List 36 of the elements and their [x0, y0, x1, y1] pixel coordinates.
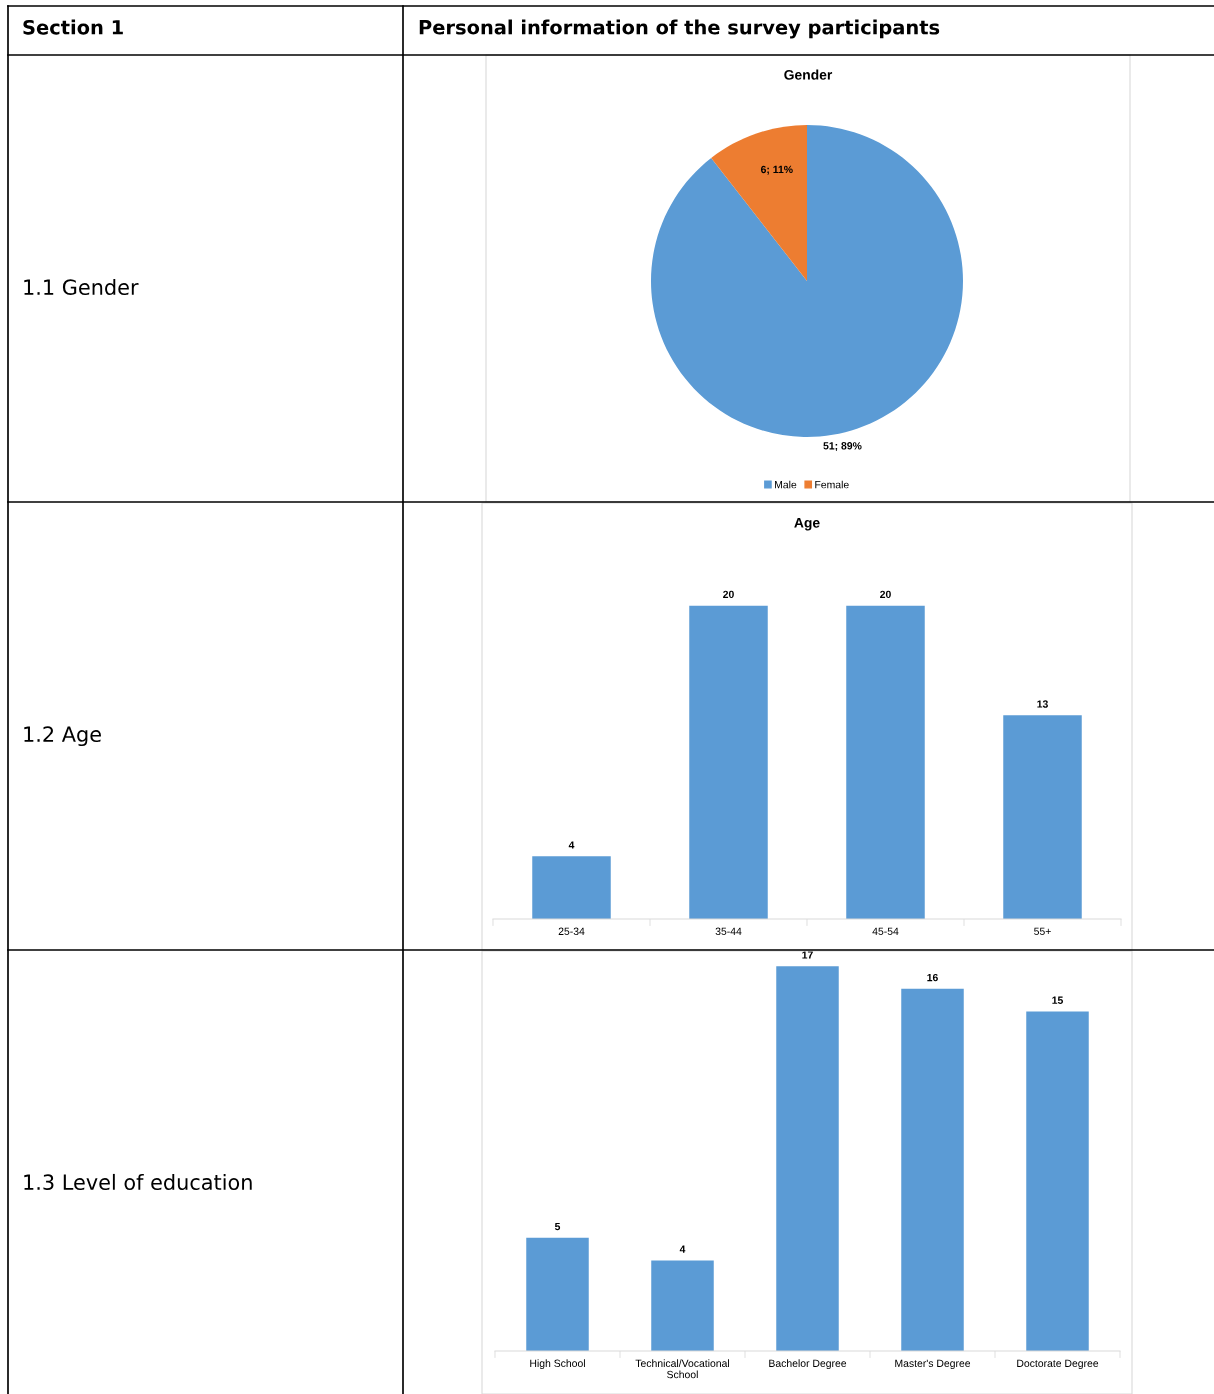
- data-label: 4: [679, 1245, 686, 1253]
- bar: [526, 1237, 589, 1351]
- x-tick-label: Doctorate Degree: [1017, 1359, 1099, 1370]
- data-label: 51; 89%: [823, 442, 862, 451]
- data-label: 4: [568, 841, 575, 849]
- text: Personal information of the survey participants: [419, 19, 940, 39]
- data-label: 5: [554, 1222, 561, 1231]
- chart-title: Gender: [784, 69, 833, 80]
- data-label: 6; 11%: [760, 165, 793, 175]
- bar: [901, 988, 964, 1351]
- x-tick-label: Bachelor Degree: [769, 1359, 847, 1370]
- x-tick-label: Master's Degree: [895, 1359, 971, 1370]
- text: Section 1: [23, 19, 123, 35]
- legend-label: Male: [775, 480, 797, 489]
- data-label: 16: [927, 973, 938, 982]
- text: 1.2 Age: [24, 726, 101, 747]
- bar: [776, 966, 839, 1351]
- data-label: 20: [723, 590, 734, 599]
- pie-slice: [711, 125, 807, 281]
- bar: [651, 1260, 714, 1351]
- legend-label: Female: [815, 480, 849, 489]
- x-tick-label: 55+: [1034, 927, 1051, 935]
- x-tick-label: Technical/Vocational School: [635, 1359, 729, 1379]
- text: 1.3 Level of education: [24, 1173, 252, 1191]
- data-label: 17: [802, 951, 813, 959]
- bar: [1026, 1011, 1089, 1351]
- x-tick-label: 25-34: [558, 927, 585, 935]
- pie-slice: [651, 125, 963, 437]
- x-tick-label: 45-54: [872, 927, 899, 935]
- data-label: 15: [1052, 996, 1063, 1004]
- chart-title: Age: [794, 517, 820, 531]
- x-tick-label: High School: [530, 1359, 585, 1370]
- data-label: 20: [880, 590, 891, 599]
- x-tick-label: 35-44: [715, 927, 742, 935]
- data-label: 13: [1037, 700, 1048, 708]
- text: 1.1 Gender: [24, 278, 139, 296]
